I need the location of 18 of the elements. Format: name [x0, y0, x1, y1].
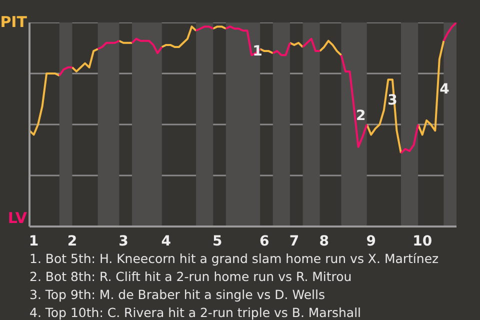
text: 2. Bot 8th: R. Clift hit a 2-run home run vs R. Mitrou — [30, 269, 352, 284]
text: PIT — [0, 12, 27, 32]
x-tick-label: 2 — [67, 234, 78, 250]
x-tick-label: 9 — [366, 234, 376, 250]
text: LV — [8, 208, 27, 228]
x-tick-label: 5 — [212, 234, 222, 250]
x-tick-label: 7 — [289, 234, 300, 250]
annotation: 2 — [356, 108, 366, 124]
x-tick-label: 8 — [319, 234, 330, 250]
x-tick-label: 10 — [412, 234, 432, 250]
annotation: 4 — [440, 82, 450, 98]
text: 4. Top 10th: C. Rivera hit a 2-run triple vs B. Marshall — [30, 305, 362, 320]
x-tick-label: 4 — [161, 234, 172, 250]
x-tick-label: 6 — [259, 234, 270, 250]
text: 1. Bot 5th: H. Kneecorn hit a grand slam home run vs X. Martínez — [30, 251, 440, 266]
x-tick-label: 1 — [28, 234, 39, 250]
x-tick-label: 3 — [118, 234, 128, 250]
text: 3. Top 9th: M. de Braber hit a single vs D. Wells — [30, 287, 325, 302]
